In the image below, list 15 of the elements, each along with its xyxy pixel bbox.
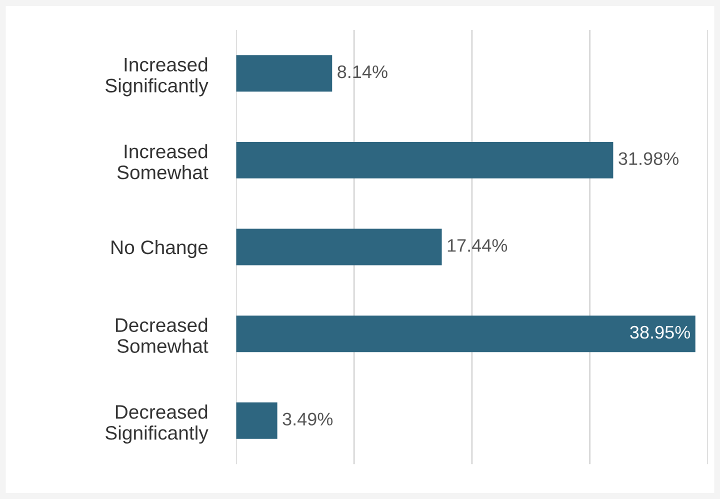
- bar: [236, 142, 614, 178]
- data-label: 8.14%: [338, 65, 388, 78]
- data-label: 31.98%: [618, 152, 679, 166]
- y-tick-label: No Change: [112, 240, 208, 258]
- y-tick-label: Decreased Significantly: [106, 404, 208, 444]
- bar: [236, 316, 696, 352]
- y-tick-label: Decreased Somewhat: [116, 318, 208, 353]
- data-label: 3.49%: [282, 412, 333, 426]
- data-label: 17.44%: [448, 239, 508, 252]
- y-tick-label: Increased Significantly: [106, 57, 208, 96]
- y-tick-label: Increased Somewhat: [117, 144, 208, 180]
- bar: [236, 228, 442, 266]
- data-label: 38.95%: [630, 326, 690, 339]
- bar: [236, 55, 332, 92]
- bar: [236, 402, 278, 439]
